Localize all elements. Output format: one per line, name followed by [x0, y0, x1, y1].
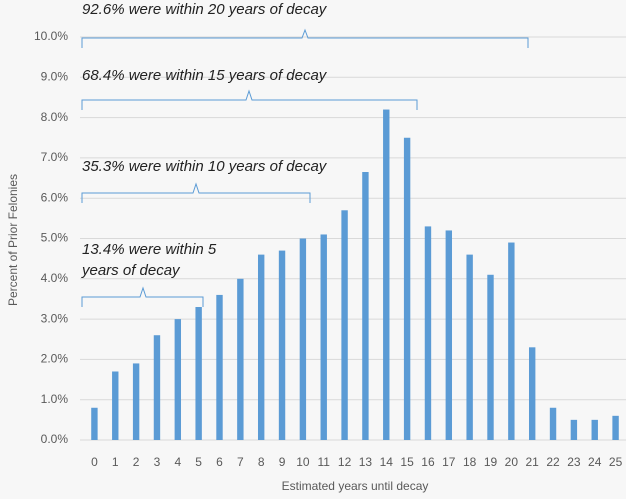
bracket [81, 182, 311, 203]
bar [320, 234, 327, 440]
bar [528, 347, 536, 440]
x-tick-label: 19 [484, 455, 498, 469]
x-tick-label: 23 [567, 455, 581, 469]
x-tick-label: 14 [380, 455, 394, 469]
bar [445, 230, 453, 440]
x-tick-label: 22 [546, 455, 560, 469]
x-tick-label: 5 [195, 455, 202, 469]
bar [487, 274, 494, 440]
y-tick-label: 6.0% [41, 190, 69, 204]
y-tick-label: 9.0% [41, 69, 69, 83]
annotation: 13.4% were within 5 [82, 241, 217, 258]
x-axis-label: Estimated years until decay [282, 479, 429, 493]
bar [549, 407, 557, 440]
bar [216, 294, 223, 440]
x-tick-label: 24 [588, 455, 602, 469]
bar [299, 238, 307, 440]
y-tick-label: 8.0% [41, 110, 69, 124]
annotation: years of decay [81, 262, 181, 279]
y-tick-label: 1.0% [41, 392, 69, 406]
y-tick-label: 2.0% [41, 352, 69, 366]
x-tick-label: 18 [463, 455, 477, 469]
annotation: 35.3% were within 10 years of decay [82, 158, 328, 175]
bar [612, 415, 619, 440]
x-tick-label: 11 [317, 455, 330, 469]
bar [424, 226, 432, 440]
x-tick-label: 20 [505, 455, 519, 469]
x-tick-label: 8 [258, 455, 265, 469]
bracket [81, 89, 418, 110]
x-tick-label: 21 [526, 455, 540, 469]
x-tick-label: 4 [174, 455, 181, 469]
y-tick-label: 0.0% [41, 432, 69, 446]
annotation: 68.4% were within 15 years of decay [82, 67, 328, 84]
bar [570, 419, 578, 440]
y-tick-label: 5.0% [41, 231, 69, 245]
bar [91, 407, 98, 440]
bracket [81, 28, 529, 48]
bracket [81, 286, 204, 307]
annotation: 92.6% were within 20 years of decay [82, 1, 328, 18]
x-tick-label: 7 [237, 455, 244, 469]
plot-area [80, 36, 626, 441]
x-tick-label: 17 [442, 455, 456, 469]
y-tick-label: 3.0% [41, 311, 69, 325]
x-tick-label: 10 [296, 455, 310, 469]
x-tick-label: 2 [133, 455, 140, 469]
x-tick-label: 6 [216, 455, 223, 469]
x-tick-label: 25 [609, 455, 623, 469]
x-tick-label: 3 [154, 455, 161, 469]
y-tick-label: 7.0% [41, 150, 69, 164]
bar [341, 210, 348, 440]
bar [237, 278, 244, 440]
bar [257, 254, 265, 440]
bar [362, 172, 369, 440]
x-tick-label: 0 [91, 455, 98, 469]
bar [508, 242, 515, 440]
bar [132, 363, 140, 440]
bar [278, 250, 286, 440]
bar [383, 109, 390, 440]
x-tick-label: 12 [338, 455, 352, 469]
x-tick-label: 15 [400, 455, 414, 469]
bar [403, 137, 411, 440]
bar [112, 371, 119, 440]
bar [466, 254, 473, 440]
bar [153, 335, 161, 440]
x-tick-label: 13 [359, 455, 373, 469]
x-tick-label: 1 [112, 455, 119, 469]
y-tick-label: 10.0% [34, 29, 68, 43]
bar [195, 307, 202, 440]
bar [591, 419, 598, 440]
x-tick-label: 16 [421, 455, 435, 469]
y-axis-label: Percent of Prior Felonies [6, 174, 20, 306]
bar [174, 319, 182, 440]
x-tick-label: 9 [279, 455, 286, 469]
y-tick-label: 4.0% [41, 271, 69, 285]
